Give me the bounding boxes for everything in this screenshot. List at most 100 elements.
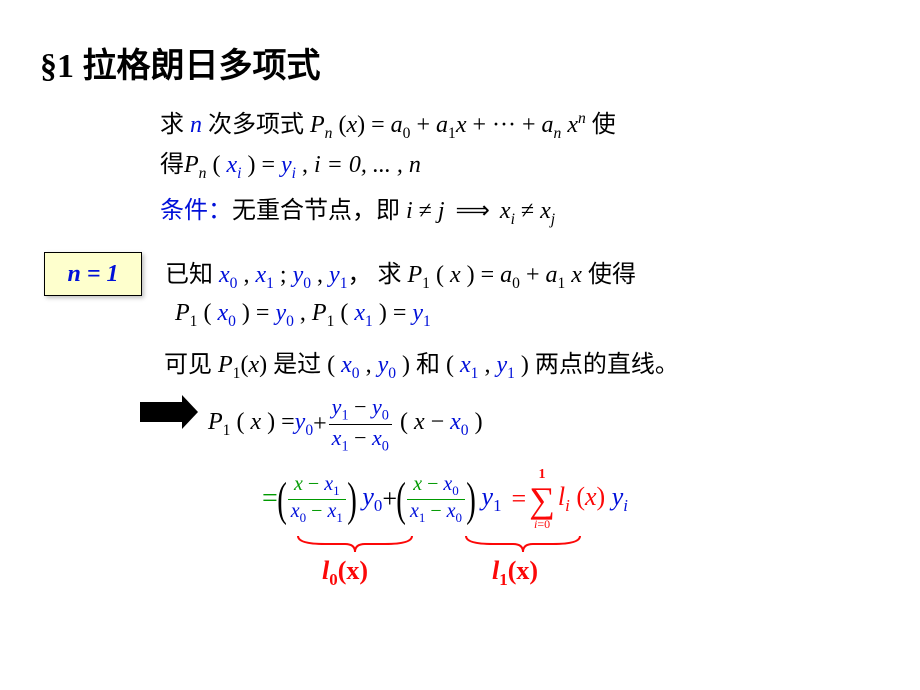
- condition-line: 条件：无重合节点，即 i ≠ j ⟹ xi ≠ xj: [160, 190, 555, 229]
- var-xi2: x: [500, 198, 511, 224]
- var-x1: x: [456, 112, 467, 138]
- y0f: y: [362, 482, 374, 511]
- dots: + ··· +: [466, 112, 541, 138]
- a0: a: [500, 262, 512, 288]
- lbracket1: (: [277, 472, 287, 527]
- kj: 可见: [164, 352, 218, 378]
- c2: ,: [311, 262, 329, 288]
- P1b: P: [175, 300, 190, 326]
- cond-text: 无重合节点，即: [232, 198, 406, 224]
- slope-fraction: y1 − y0 x1 − x0: [329, 395, 392, 455]
- minus1: −: [349, 394, 372, 419]
- text-ci: 次多项式: [202, 112, 310, 138]
- P1d: P: [218, 352, 233, 378]
- sym-a1: a: [436, 112, 448, 138]
- var-x: x: [346, 112, 357, 138]
- l0-arg: (x): [338, 556, 368, 585]
- y0c: y: [378, 352, 389, 378]
- c5: ,: [478, 352, 496, 378]
- sub-i-sum2: i: [623, 496, 628, 515]
- m4: −: [425, 500, 446, 522]
- n1-line-description: 可见 P1(x) 是过 ( x0 , y0 ) 和 ( x1 , y1 ) 两点…: [164, 344, 679, 383]
- eq: =: [365, 112, 391, 138]
- l1-label: l1(x): [492, 556, 538, 590]
- m1: −: [303, 473, 324, 495]
- sub-n: n: [325, 125, 333, 142]
- is: 是过 (: [267, 352, 341, 378]
- semi: ;: [274, 262, 293, 288]
- var-xj: x: [540, 198, 551, 224]
- y1: y: [329, 262, 340, 288]
- neq2: ≠: [515, 198, 540, 224]
- neq1: ≠: [413, 198, 438, 224]
- sub-i: i: [237, 165, 241, 182]
- poly-definition-line: 求 n 次多项式 Pn (x) = a0 + a1x + ··· + an xn…: [160, 104, 616, 143]
- p1-equation: P1 ( x ) = y0 + y1 − y0 x1 − x0 ( x − x0…: [208, 395, 483, 455]
- brace-l1: [458, 534, 588, 558]
- eq2: =: [255, 152, 281, 178]
- cond-label: 条件：: [160, 198, 232, 224]
- plus2: +: [520, 262, 546, 288]
- l0-fraction: x − x1 x0 − x1: [288, 474, 346, 524]
- sigma-sum: 1 ∑ i=0: [529, 468, 555, 530]
- n1-known-line: 已知 x0 , x1 ; y0 , y1， 求 P1 ( x ) = a0 + …: [165, 254, 636, 293]
- y0d: y: [295, 409, 306, 435]
- eq6: =: [275, 409, 295, 435]
- implies-arrow: ⟹: [451, 196, 494, 225]
- m3: −: [422, 473, 443, 495]
- l1-arg: (x): [508, 556, 538, 585]
- yi-sum: y: [612, 482, 624, 511]
- eq-red: =: [512, 484, 527, 514]
- m2: −: [306, 500, 327, 522]
- x0c: x: [341, 352, 352, 378]
- l1-fraction: x − x0 x1 − x0: [407, 474, 465, 524]
- lbracket2: (: [396, 472, 406, 527]
- qiu2: ， 求: [347, 262, 407, 288]
- P1c: P: [312, 300, 327, 326]
- x0b: x: [217, 300, 228, 326]
- eq-green: =: [262, 483, 278, 515]
- sub-i-sum: i: [565, 496, 570, 515]
- xarg3: x: [414, 409, 425, 435]
- var-i: i: [406, 198, 413, 224]
- xarg2: x: [250, 409, 261, 435]
- l0-label: l0(x): [322, 556, 368, 590]
- y1b: y: [412, 300, 423, 326]
- brace-l0: [290, 534, 420, 558]
- sym-P2: P: [184, 152, 199, 178]
- x0: x: [219, 262, 230, 288]
- rbracket2: ): [466, 472, 476, 527]
- sub-j: j: [551, 211, 555, 228]
- and: ) 和 (: [396, 352, 460, 378]
- text-de: 得: [160, 152, 184, 178]
- eq5: =: [387, 300, 413, 326]
- P1e: P: [208, 409, 223, 435]
- P1: P: [407, 262, 422, 288]
- lagrange-sum-line: = ( x − x1 x0 − x1 ) y0 + ( x − x0 x1 − …: [262, 468, 628, 530]
- c4: ,: [360, 352, 378, 378]
- eq3: =: [475, 262, 501, 288]
- c1: ,: [237, 262, 255, 288]
- y0: y: [293, 262, 304, 288]
- minus3: −: [425, 409, 451, 435]
- i-range: i = 0, ... , n: [314, 152, 421, 178]
- a1: a: [546, 262, 558, 288]
- x1: x: [255, 262, 266, 288]
- sym-an: a: [542, 112, 554, 138]
- n1-p1-conditions: P1 ( x0 ) = y0 , P1 ( x1 ) = y1: [175, 300, 431, 331]
- y1f: y: [482, 482, 494, 511]
- known: 已知: [165, 262, 219, 288]
- end: ) 两点的直线。: [515, 352, 679, 378]
- x0e: x: [450, 409, 461, 435]
- comma: ,: [296, 152, 314, 178]
- rbracket1: ): [347, 472, 357, 527]
- text-qiu: 求: [160, 112, 190, 138]
- var-yi: y: [281, 152, 292, 178]
- plus4: +: [382, 484, 397, 514]
- poly-condition-line: 得Pn ( xi ) = yi , i = 0, ... , n: [160, 144, 421, 183]
- arrow-icon: [140, 402, 182, 422]
- var-xn: x: [567, 112, 578, 138]
- n-equals-1-box: n = 1: [44, 252, 142, 296]
- plus: +: [410, 112, 436, 138]
- x1c: x: [460, 352, 471, 378]
